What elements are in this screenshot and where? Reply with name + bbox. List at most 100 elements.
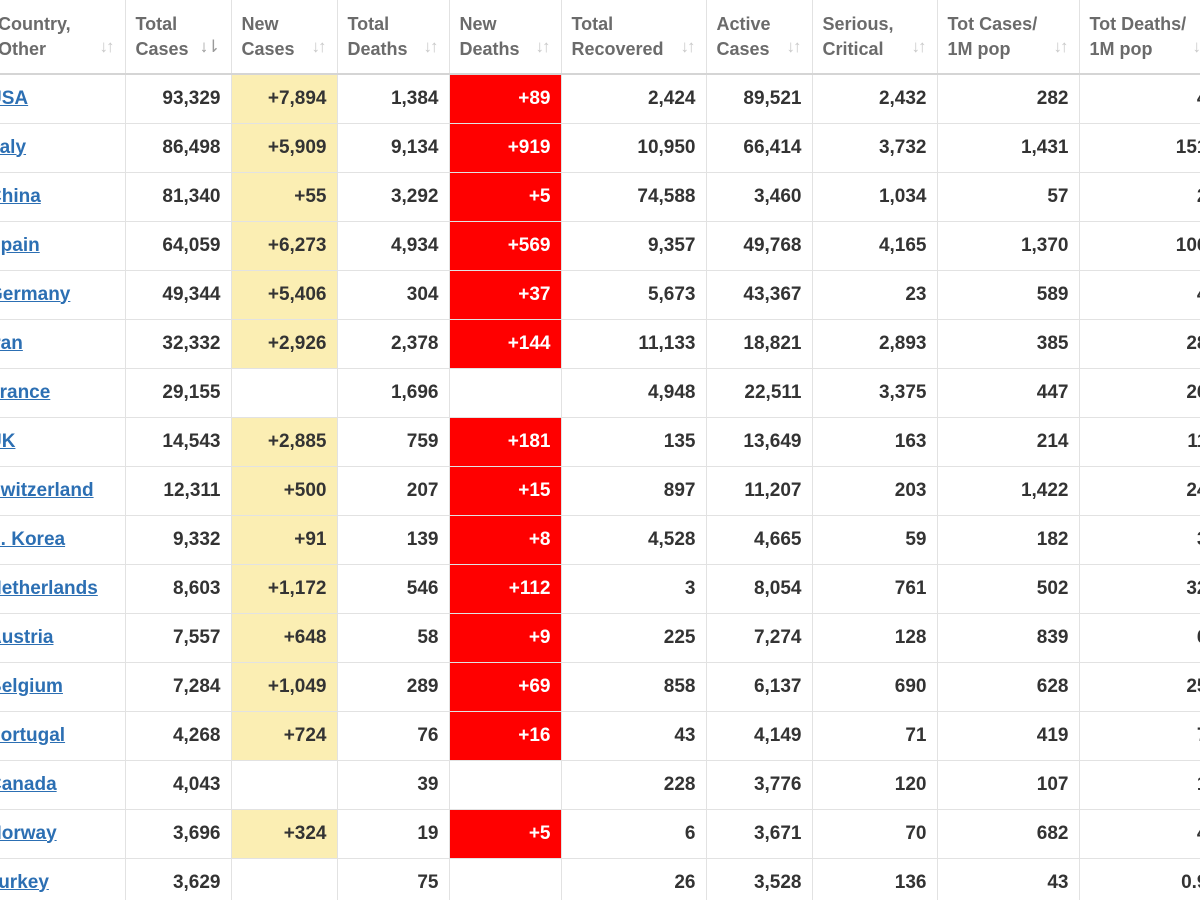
header-line1: Total bbox=[135, 14, 178, 34]
new-cases-cell: +500 bbox=[231, 466, 338, 516]
new-deaths-cell bbox=[449, 760, 562, 810]
sort-icon[interactable]: ↓↑ bbox=[680, 37, 696, 56]
country-link[interactable]: UK bbox=[0, 430, 16, 452]
total-deaths-cell: 75 bbox=[337, 858, 450, 900]
sort-icon[interactable]: ↓↑ bbox=[535, 37, 551, 56]
sort-icon[interactable]: ↓↑ bbox=[1192, 37, 1200, 56]
col-header-total-deaths[interactable]: Total Deaths ↓↑ bbox=[337, 0, 450, 75]
serious-critical-cell: 23 bbox=[812, 270, 938, 320]
total-deaths-cell: 58 bbox=[337, 613, 450, 663]
col-header-total-recovered[interactable]: Total Recovered ↓↑ bbox=[561, 0, 707, 75]
total-recovered-cell: 225 bbox=[561, 613, 707, 663]
new-cases-cell: +324 bbox=[231, 809, 338, 859]
country-cell: UK bbox=[0, 417, 126, 467]
col-header-tot-deaths-per-1m[interactable]: Tot Deaths/ 1M pop ↓↑ bbox=[1079, 0, 1200, 75]
country-cell: Italy bbox=[0, 123, 126, 173]
new-deaths-cell: +89 bbox=[449, 74, 562, 124]
sort-icon[interactable]: ↓↑ bbox=[1053, 37, 1069, 56]
country-link[interactable]: Germany bbox=[0, 283, 71, 305]
col-header-total-cases[interactable]: Total Cases ↓⇂ bbox=[125, 0, 232, 75]
total-cases-cell: 14,543 bbox=[125, 417, 232, 467]
header-line1: Tot Cases/ bbox=[947, 14, 1038, 34]
serious-critical-cell: 1,034 bbox=[812, 172, 938, 222]
country-link[interactable]: Iran bbox=[0, 332, 23, 354]
tot-cases-per-1m-cell: 182 bbox=[937, 515, 1080, 565]
country-cell: Norway bbox=[0, 809, 126, 859]
country-link[interactable]: Austria bbox=[0, 626, 54, 648]
serious-critical-cell: 690 bbox=[812, 662, 938, 712]
country-link[interactable]: Norway bbox=[0, 822, 57, 844]
header-line1: Total bbox=[571, 14, 614, 34]
total-cases-cell: 4,268 bbox=[125, 711, 232, 761]
active-cases-cell: 49,768 bbox=[706, 221, 813, 271]
country-link[interactable]: Spain bbox=[0, 234, 40, 256]
country-link[interactable]: Turkey bbox=[0, 871, 49, 893]
serious-critical-cell: 59 bbox=[812, 515, 938, 565]
country-cell: Netherlands bbox=[0, 564, 126, 614]
col-header-serious-critical[interactable]: Serious, Critical ↓↑ bbox=[812, 0, 938, 75]
total-cases-cell: 8,603 bbox=[125, 564, 232, 614]
total-recovered-cell: 4,528 bbox=[561, 515, 707, 565]
sort-icon[interactable]: ↓↑ bbox=[786, 37, 802, 56]
new-deaths-cell: +569 bbox=[449, 221, 562, 271]
country-link[interactable]: USA bbox=[0, 87, 29, 109]
sort-desc-icon[interactable]: ↓⇂ bbox=[199, 37, 221, 56]
new-cases-cell: +7,894 bbox=[231, 74, 338, 124]
sort-icon[interactable]: ↓↑ bbox=[911, 37, 927, 56]
sort-icon[interactable]: ↓↑ bbox=[99, 37, 115, 56]
country-link[interactable]: Switzerland bbox=[0, 479, 94, 501]
new-cases-cell: +5,909 bbox=[231, 123, 338, 173]
serious-critical-cell: 120 bbox=[812, 760, 938, 810]
total-deaths-cell: 1,696 bbox=[337, 368, 450, 418]
tot-cases-per-1m-cell: 589 bbox=[937, 270, 1080, 320]
table-row: Netherlands 8,603+1,172546+11238,05476150… bbox=[0, 564, 1200, 614]
active-cases-cell: 18,821 bbox=[706, 319, 813, 369]
tot-deaths-per-1m-cell: 3 bbox=[1079, 515, 1200, 565]
new-cases-cell: +648 bbox=[231, 613, 338, 663]
country-link[interactable]: China bbox=[0, 185, 41, 207]
country-cell: Austria bbox=[0, 613, 126, 663]
serious-critical-cell: 163 bbox=[812, 417, 938, 467]
total-deaths-cell: 3,292 bbox=[337, 172, 450, 222]
col-header-country[interactable]: Country, Other ↓↑ bbox=[0, 0, 126, 75]
active-cases-cell: 89,521 bbox=[706, 74, 813, 124]
header-line2: 1M pop bbox=[1089, 39, 1153, 59]
sort-icon[interactable]: ↓↑ bbox=[423, 37, 439, 56]
new-deaths-cell: +5 bbox=[449, 172, 562, 222]
sort-icon[interactable]: ↓↑ bbox=[311, 37, 327, 56]
country-link[interactable]: Portugal bbox=[0, 724, 66, 746]
country-cell: Germany bbox=[0, 270, 126, 320]
new-cases-cell: +1,049 bbox=[231, 662, 338, 712]
country-link[interactable]: S. Korea bbox=[0, 528, 66, 550]
header-line2: Cases bbox=[135, 39, 189, 59]
total-cases-cell: 3,696 bbox=[125, 809, 232, 859]
col-header-tot-cases-per-1m[interactable]: Tot Cases/ 1M pop ↓↑ bbox=[937, 0, 1080, 75]
col-header-new-deaths[interactable]: New Deaths ↓↑ bbox=[449, 0, 562, 75]
total-deaths-cell: 546 bbox=[337, 564, 450, 614]
country-link[interactable]: Italy bbox=[0, 136, 27, 158]
active-cases-cell: 6,137 bbox=[706, 662, 813, 712]
country-link[interactable]: Netherlands bbox=[0, 577, 98, 599]
new-cases-cell: +55 bbox=[231, 172, 338, 222]
serious-critical-cell: 3,732 bbox=[812, 123, 938, 173]
col-header-active-cases[interactable]: Active Cases ↓↑ bbox=[706, 0, 813, 75]
active-cases-cell: 66,414 bbox=[706, 123, 813, 173]
header-line2: Critical bbox=[822, 39, 884, 59]
new-cases-cell: +2,885 bbox=[231, 417, 338, 467]
table-row: USA 93,329+7,8941,384+892,42489,5212,4322… bbox=[0, 74, 1200, 124]
tot-deaths-per-1m-cell: 4 bbox=[1079, 74, 1200, 124]
header-line1: New bbox=[459, 14, 497, 34]
new-cases-cell bbox=[231, 760, 338, 810]
header-line2: Cases bbox=[241, 39, 295, 59]
new-deaths-cell: +15 bbox=[449, 466, 562, 516]
country-link[interactable]: Canada bbox=[0, 773, 57, 795]
country-link[interactable]: Belgium bbox=[0, 675, 63, 697]
country-link[interactable]: France bbox=[0, 381, 51, 403]
header-line2: Deaths bbox=[459, 39, 520, 59]
col-header-new-cases[interactable]: New Cases ↓↑ bbox=[231, 0, 338, 75]
